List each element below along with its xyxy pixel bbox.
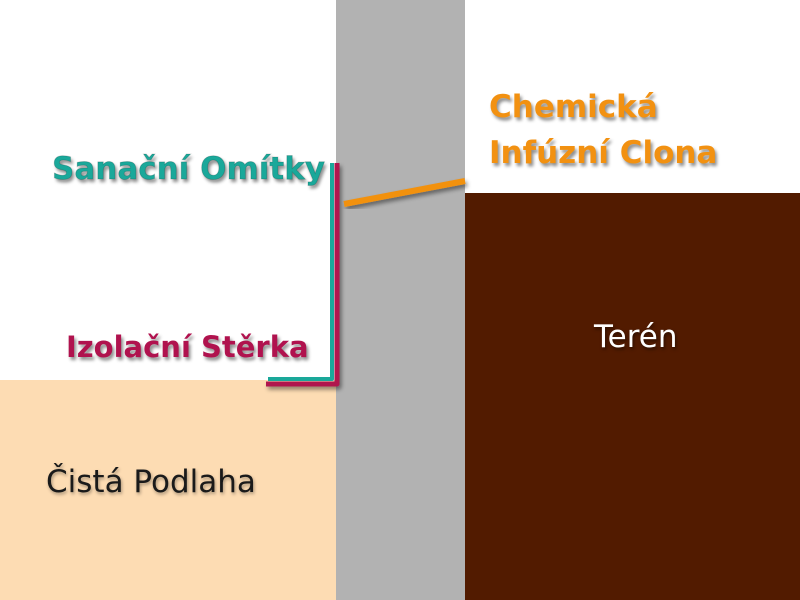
membrane-line [266, 163, 340, 387]
floor-block [0, 380, 336, 600]
cista-podlaha-label: Čistá Podlaha [46, 464, 256, 500]
chemicka-clona-label-line1: Chemická [489, 89, 658, 125]
chemicka-clona-label-line2: Infúzní Clona [489, 135, 718, 171]
sanacni-omitky-label: Sanační Omítky [51, 151, 326, 187]
terrain-block [465, 193, 800, 600]
izolacni-sterka-label: Izolační Stěrka [66, 330, 309, 364]
teren-label: Terén [594, 319, 678, 355]
wall-block [336, 0, 465, 600]
injection-barrier-line [343, 178, 466, 207]
plaster-line [268, 163, 334, 381]
